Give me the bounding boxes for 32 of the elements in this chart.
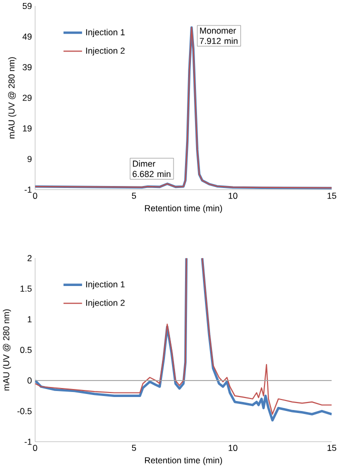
annotation: Monomer 7.912 min (200, 28, 238, 44)
y-tick-label: 1 (28, 316, 32, 322)
y-axis-title: mAU (UV @ 280 nm) (8, 57, 16, 138)
y-tick-label: 1.5 (20, 286, 32, 292)
y-tick-label: 0 (27, 377, 32, 384)
y-tick-label: 49 (22, 34, 32, 40)
x-tick-label: 5 (132, 444, 136, 451)
legend-label: Injection 1 (86, 281, 124, 290)
y-tick-label: -1 (24, 186, 32, 193)
x-tick-label: 10 (228, 444, 238, 451)
x-tick-label: 10 (228, 192, 238, 199)
x-tick-label: 0 (32, 444, 37, 451)
y-tick-label: 2 (27, 255, 32, 262)
y-axis-title: mAU (UV @ 280 nm) (2, 309, 11, 390)
y-tick-label: 39 (22, 64, 32, 70)
x-tick-label: 15 (327, 444, 336, 451)
annotation: Dimer 6.682 min (132, 160, 170, 178)
legend-label: Injection 2 (86, 47, 124, 56)
y-tick-label: -0.5 (17, 408, 32, 414)
x-tick-label: 0 (32, 192, 37, 199)
x-tick-label: 5 (132, 192, 136, 199)
y-tick-label: -1 (24, 438, 32, 445)
y-tick-label: 29 (22, 94, 32, 101)
y-tick-label: 0.5 (20, 346, 32, 353)
x-axis-title: Retention time (min) (144, 457, 222, 466)
legend-label: Injection 1 (86, 28, 124, 38)
y-tick-label: 59 (22, 2, 32, 10)
x-axis-title: Retention time (min) (144, 204, 222, 214)
legend-label: Injection 2 (86, 299, 124, 308)
x-tick-label: 15 (327, 192, 336, 199)
y-tick-label: 9 (27, 156, 32, 162)
y-tick-label: 19 (22, 125, 32, 132)
